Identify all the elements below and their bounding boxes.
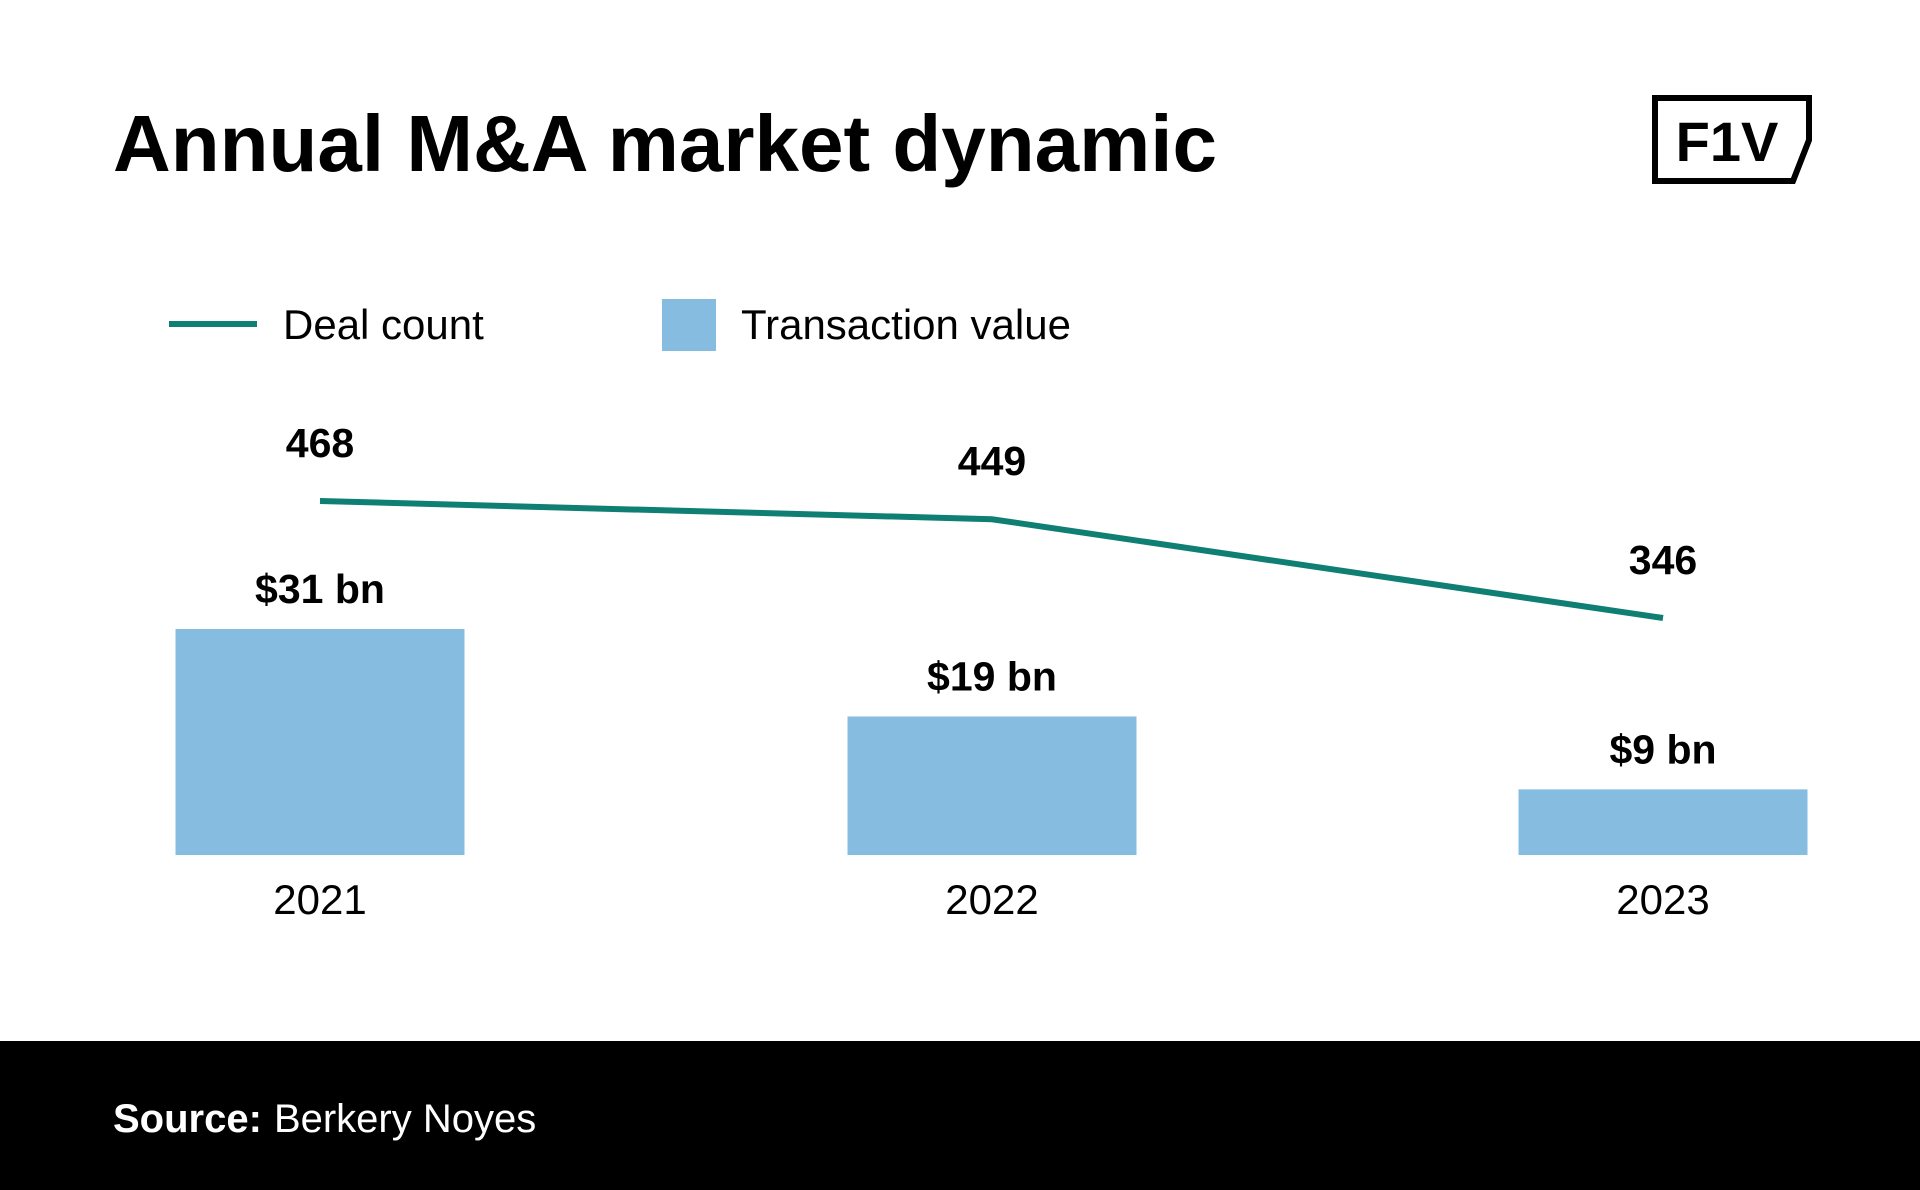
line-value-label: 346 xyxy=(1629,537,1697,583)
logo-text: F1V xyxy=(1676,110,1779,173)
bar xyxy=(175,629,465,855)
x-tick-label: 2021 xyxy=(273,876,366,923)
footer-band xyxy=(0,1041,1920,1190)
chart-title: Annual M&A market dynamic xyxy=(113,99,1217,188)
bar xyxy=(847,716,1137,855)
legend-label: Deal count xyxy=(283,301,484,348)
source-label: Source: xyxy=(113,1097,262,1141)
line xyxy=(319,498,1664,621)
bar-value-label: $9 bn xyxy=(1609,726,1716,772)
logo-frame xyxy=(1652,95,1812,184)
x-tick-label: 2022 xyxy=(945,876,1038,923)
line-value-label: 449 xyxy=(958,438,1026,484)
bar-value-label: $31 bn xyxy=(255,566,385,612)
legend-label: Transaction value xyxy=(741,301,1071,348)
legend-swatch xyxy=(662,299,716,351)
line-value-label: 468 xyxy=(286,420,354,466)
bar-value-label: $19 bn xyxy=(927,653,1057,699)
bar xyxy=(1518,789,1808,855)
source-text: Berkery Noyes xyxy=(274,1097,536,1141)
logo: F1V xyxy=(1652,95,1812,184)
x-tick-label: 2023 xyxy=(1616,876,1709,923)
